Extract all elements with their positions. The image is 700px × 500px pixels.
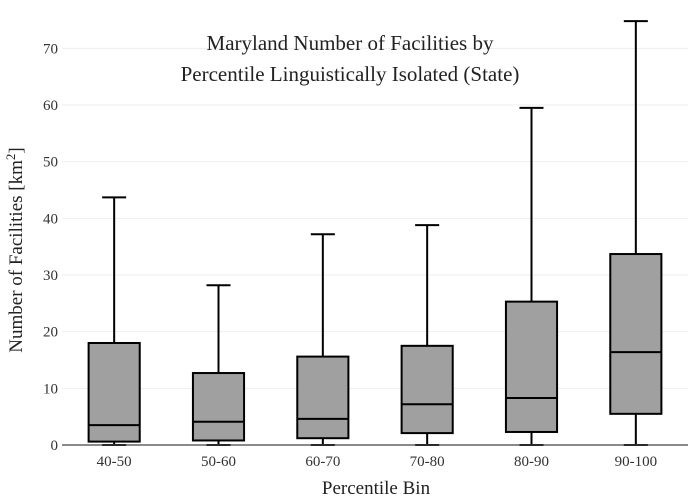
box-50-60 (191, 284, 246, 446)
grid-layer (62, 47, 688, 389)
iqr-box (87, 342, 141, 443)
y-axis-label: Number of Facilities [km2] (3, 147, 27, 352)
axis-layer: 0 10 20 30 40 50 60 70 40-50 50-60 60-70 70-80 80-90… (43, 41, 688, 470)
iqr-box (296, 355, 350, 440)
box-40-50 (87, 196, 141, 446)
y-axis-label-main: Number of Facilities [km (6, 160, 27, 353)
iqr-box (191, 372, 246, 442)
x-tick-label: 70-80 (410, 454, 445, 470)
y-tick-label: 70 (43, 41, 58, 57)
iqr-box (609, 253, 663, 415)
x-tick-label: 50-60 (201, 454, 236, 470)
x-tick-label: 40-50 (97, 454, 132, 470)
box-60-70 (296, 233, 350, 446)
box-80-90 (504, 106, 559, 446)
y-tick-label: 60 (43, 98, 58, 114)
box-90-100 (609, 20, 663, 446)
y-tick-label: 50 (43, 155, 58, 171)
y-tick-label: 0 (51, 438, 59, 454)
x-axis-label: Percentile Bin (322, 478, 431, 499)
chart-title-line-1: Maryland Number of Facilities by (207, 31, 494, 55)
iqr-box (400, 344, 454, 435)
y-axis-label-superscript: 2 (3, 154, 18, 161)
x-tick-label: 80-90 (514, 454, 549, 470)
box-70-80 (400, 224, 454, 446)
y-tick-label: 40 (43, 211, 58, 227)
chart-title-line-2: Percentile Linguistically Isolated (Stat… (181, 62, 520, 86)
box-layer (87, 20, 663, 446)
x-tick-label: 90-100 (615, 454, 658, 470)
y-tick-label: 30 (43, 268, 58, 284)
y-axis-label-end: ] (6, 147, 27, 153)
y-tick-label: 20 (43, 325, 58, 341)
y-tick-label: 10 (43, 381, 58, 397)
iqr-box (504, 300, 559, 433)
x-tick-label: 60-70 (305, 454, 340, 470)
